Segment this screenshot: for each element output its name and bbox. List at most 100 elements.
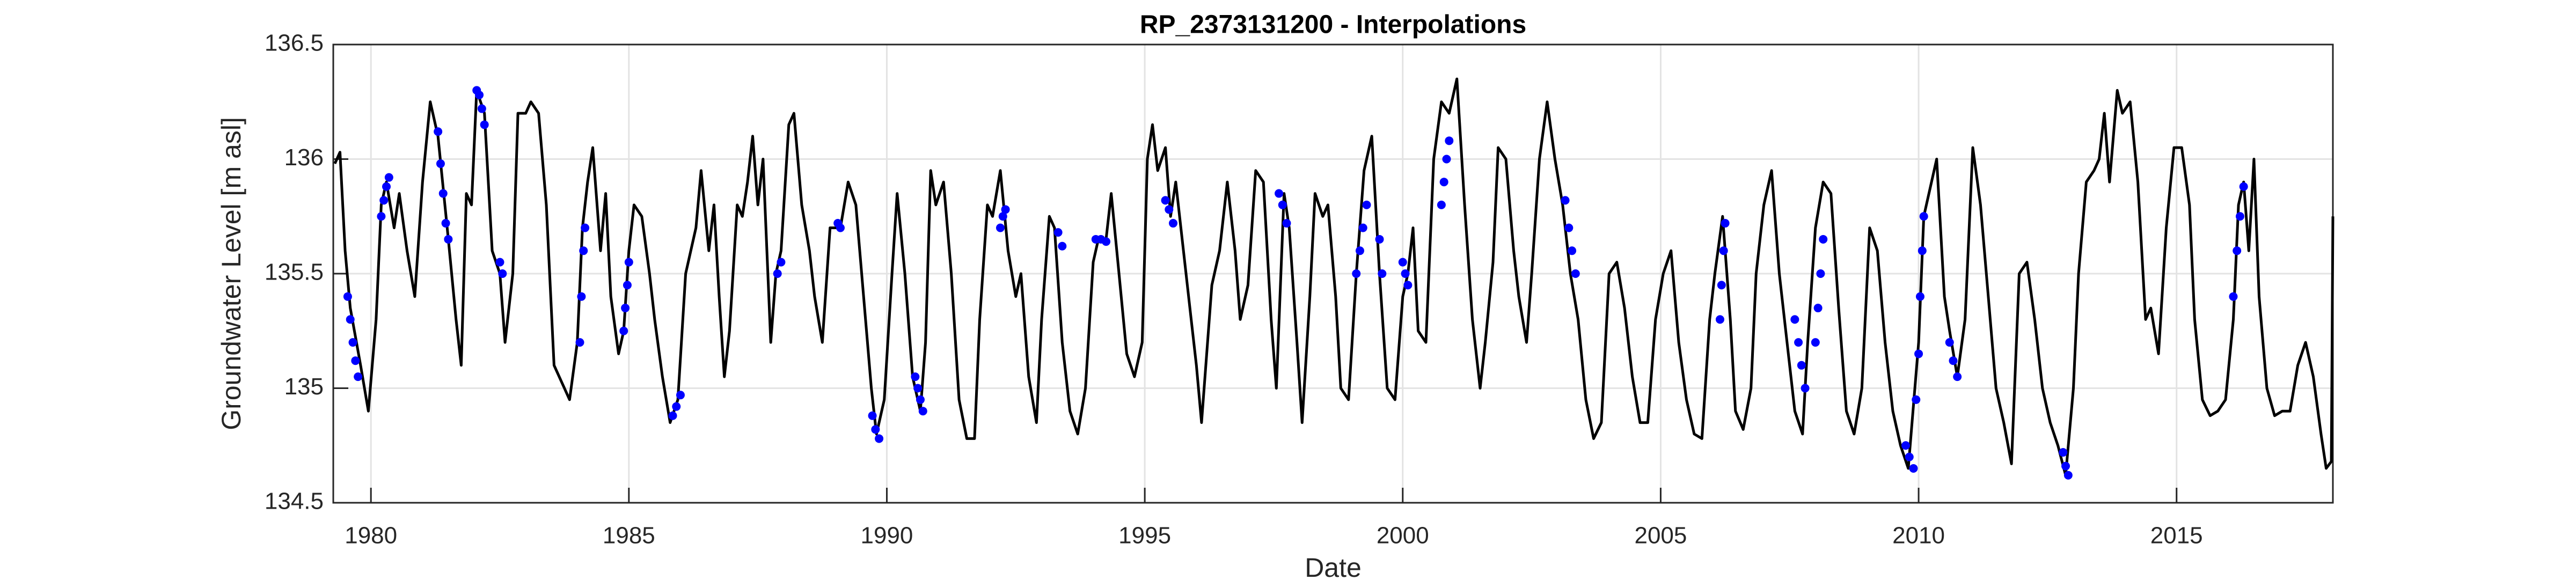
data-point [1801,384,1810,393]
data-point [1816,269,1825,278]
data-point [436,159,445,168]
x-tick-label: 1985 [603,523,655,549]
x-axis-label: Date [1305,553,1362,583]
data-point [1945,338,1954,347]
data-point [1949,356,1958,365]
data-point [498,269,507,278]
data-point [998,212,1007,221]
data-point [1953,372,1962,381]
data-point [1561,196,1570,205]
data-point [624,258,633,267]
data-point [1352,269,1361,278]
data-point [916,395,925,404]
data-point [668,411,677,420]
data-point [996,223,1005,232]
data-point [1165,205,1174,214]
data-point [577,292,586,301]
x-tick-label: 1990 [861,523,913,549]
data-point [2229,292,2238,301]
data-point [1915,292,1924,301]
data-line [333,77,2334,477]
x-tick-label: 2000 [1377,523,1429,549]
data-point [2235,212,2244,221]
data-point [1378,269,1387,278]
data-point [1918,246,1927,255]
y-axis-label: Groundwater Level [m asl] [216,117,246,430]
data-point [875,434,884,443]
data-point [1001,205,1010,214]
data-point [2061,461,2070,471]
data-point [773,269,782,278]
data-point [1102,237,1111,246]
data-point [579,246,588,255]
x-tick-label: 2015 [2150,523,2203,549]
data-point [1275,189,1284,198]
data-point [1901,441,1911,450]
data-point [441,219,450,228]
data-point [1278,200,1287,209]
data-point [1442,155,1451,164]
data-point [2063,471,2073,480]
data-point [2239,182,2248,191]
data-point [1053,228,1063,237]
data-point [1401,269,1410,278]
data-point [623,281,632,290]
data-point [1398,258,1407,267]
data-point [1919,212,1928,221]
data-point [1914,349,1923,358]
data-point [1161,196,1170,205]
data-point [1719,246,1728,255]
data-point [777,258,786,267]
data-point [581,223,590,232]
data-point [475,90,484,99]
data-point [1721,219,1730,228]
data-point [672,402,681,411]
x-tick-label: 2010 [1892,523,1945,549]
data-point [911,372,920,381]
y-tick-label: 134.5 [265,488,324,515]
data-point [1445,136,1454,145]
data-point [434,127,443,136]
data-point [354,372,363,381]
data-point [444,234,453,244]
data-point [918,407,927,416]
data-point [1403,281,1413,290]
y-tick-label: 136.5 [265,30,324,56]
data-point [1790,315,1799,324]
x-tick-label: 2005 [1634,523,1687,549]
data-point [382,182,391,191]
data-point [343,292,352,301]
data-point [1355,246,1364,255]
data-point [1811,338,1820,347]
data-point [1568,246,1577,255]
data-point [1564,223,1574,232]
data-point [1909,464,1918,473]
y-tick-label: 135.5 [265,259,324,285]
data-point [913,384,923,393]
data-point [1819,234,1828,244]
data-point [379,196,389,205]
data-point [1437,200,1446,209]
y-tick-label: 136 [284,144,324,171]
data-point [348,338,357,347]
data-point [1358,223,1367,232]
data-point [351,356,360,365]
data-point [1912,395,1921,404]
data-point [1905,452,1914,461]
data-point [1813,304,1823,313]
data-point [1439,178,1448,187]
data-point [2059,448,2068,457]
data-point [1362,200,1371,209]
data-point [676,391,685,400]
data-point [2233,246,2242,255]
data-point [1282,219,1291,228]
data-point [346,315,355,324]
data-point [1168,219,1177,228]
data-point [480,120,489,129]
x-tick-label: 1995 [1118,523,1171,549]
data-point [438,189,448,198]
chart-title: RP_2373131200 - Interpolations [1140,11,1526,39]
data-point [1794,338,1803,347]
